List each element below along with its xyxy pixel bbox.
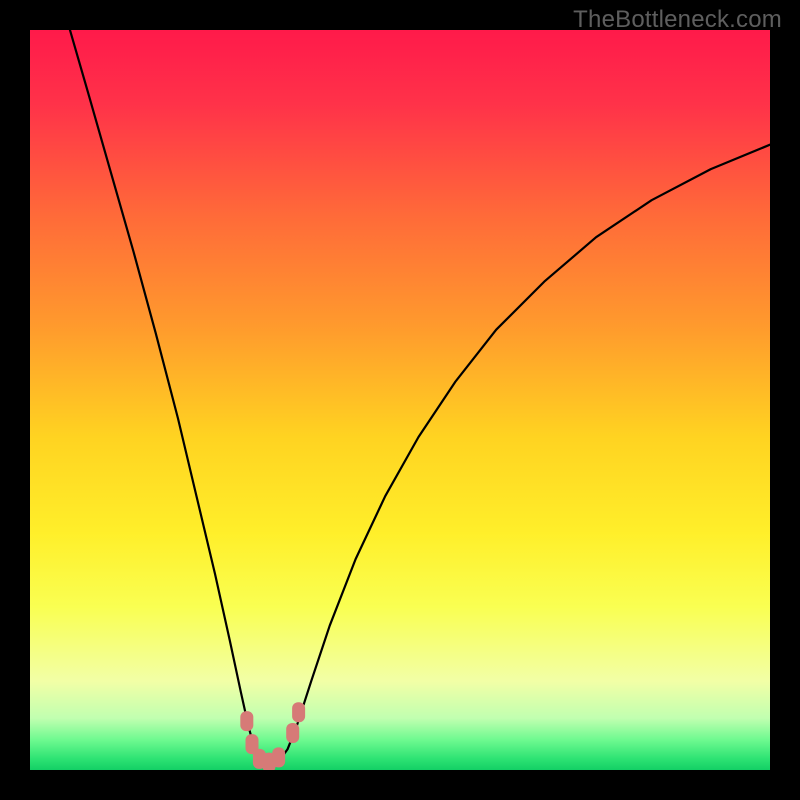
- chart-svg: [30, 30, 770, 770]
- marker-point: [286, 723, 299, 743]
- plot-background: [30, 30, 770, 770]
- chart-frame: TheBottleneck.com: [0, 0, 800, 800]
- marker-point: [292, 702, 305, 722]
- plot-area: [30, 30, 770, 770]
- marker-point: [272, 747, 285, 767]
- marker-point: [240, 711, 253, 731]
